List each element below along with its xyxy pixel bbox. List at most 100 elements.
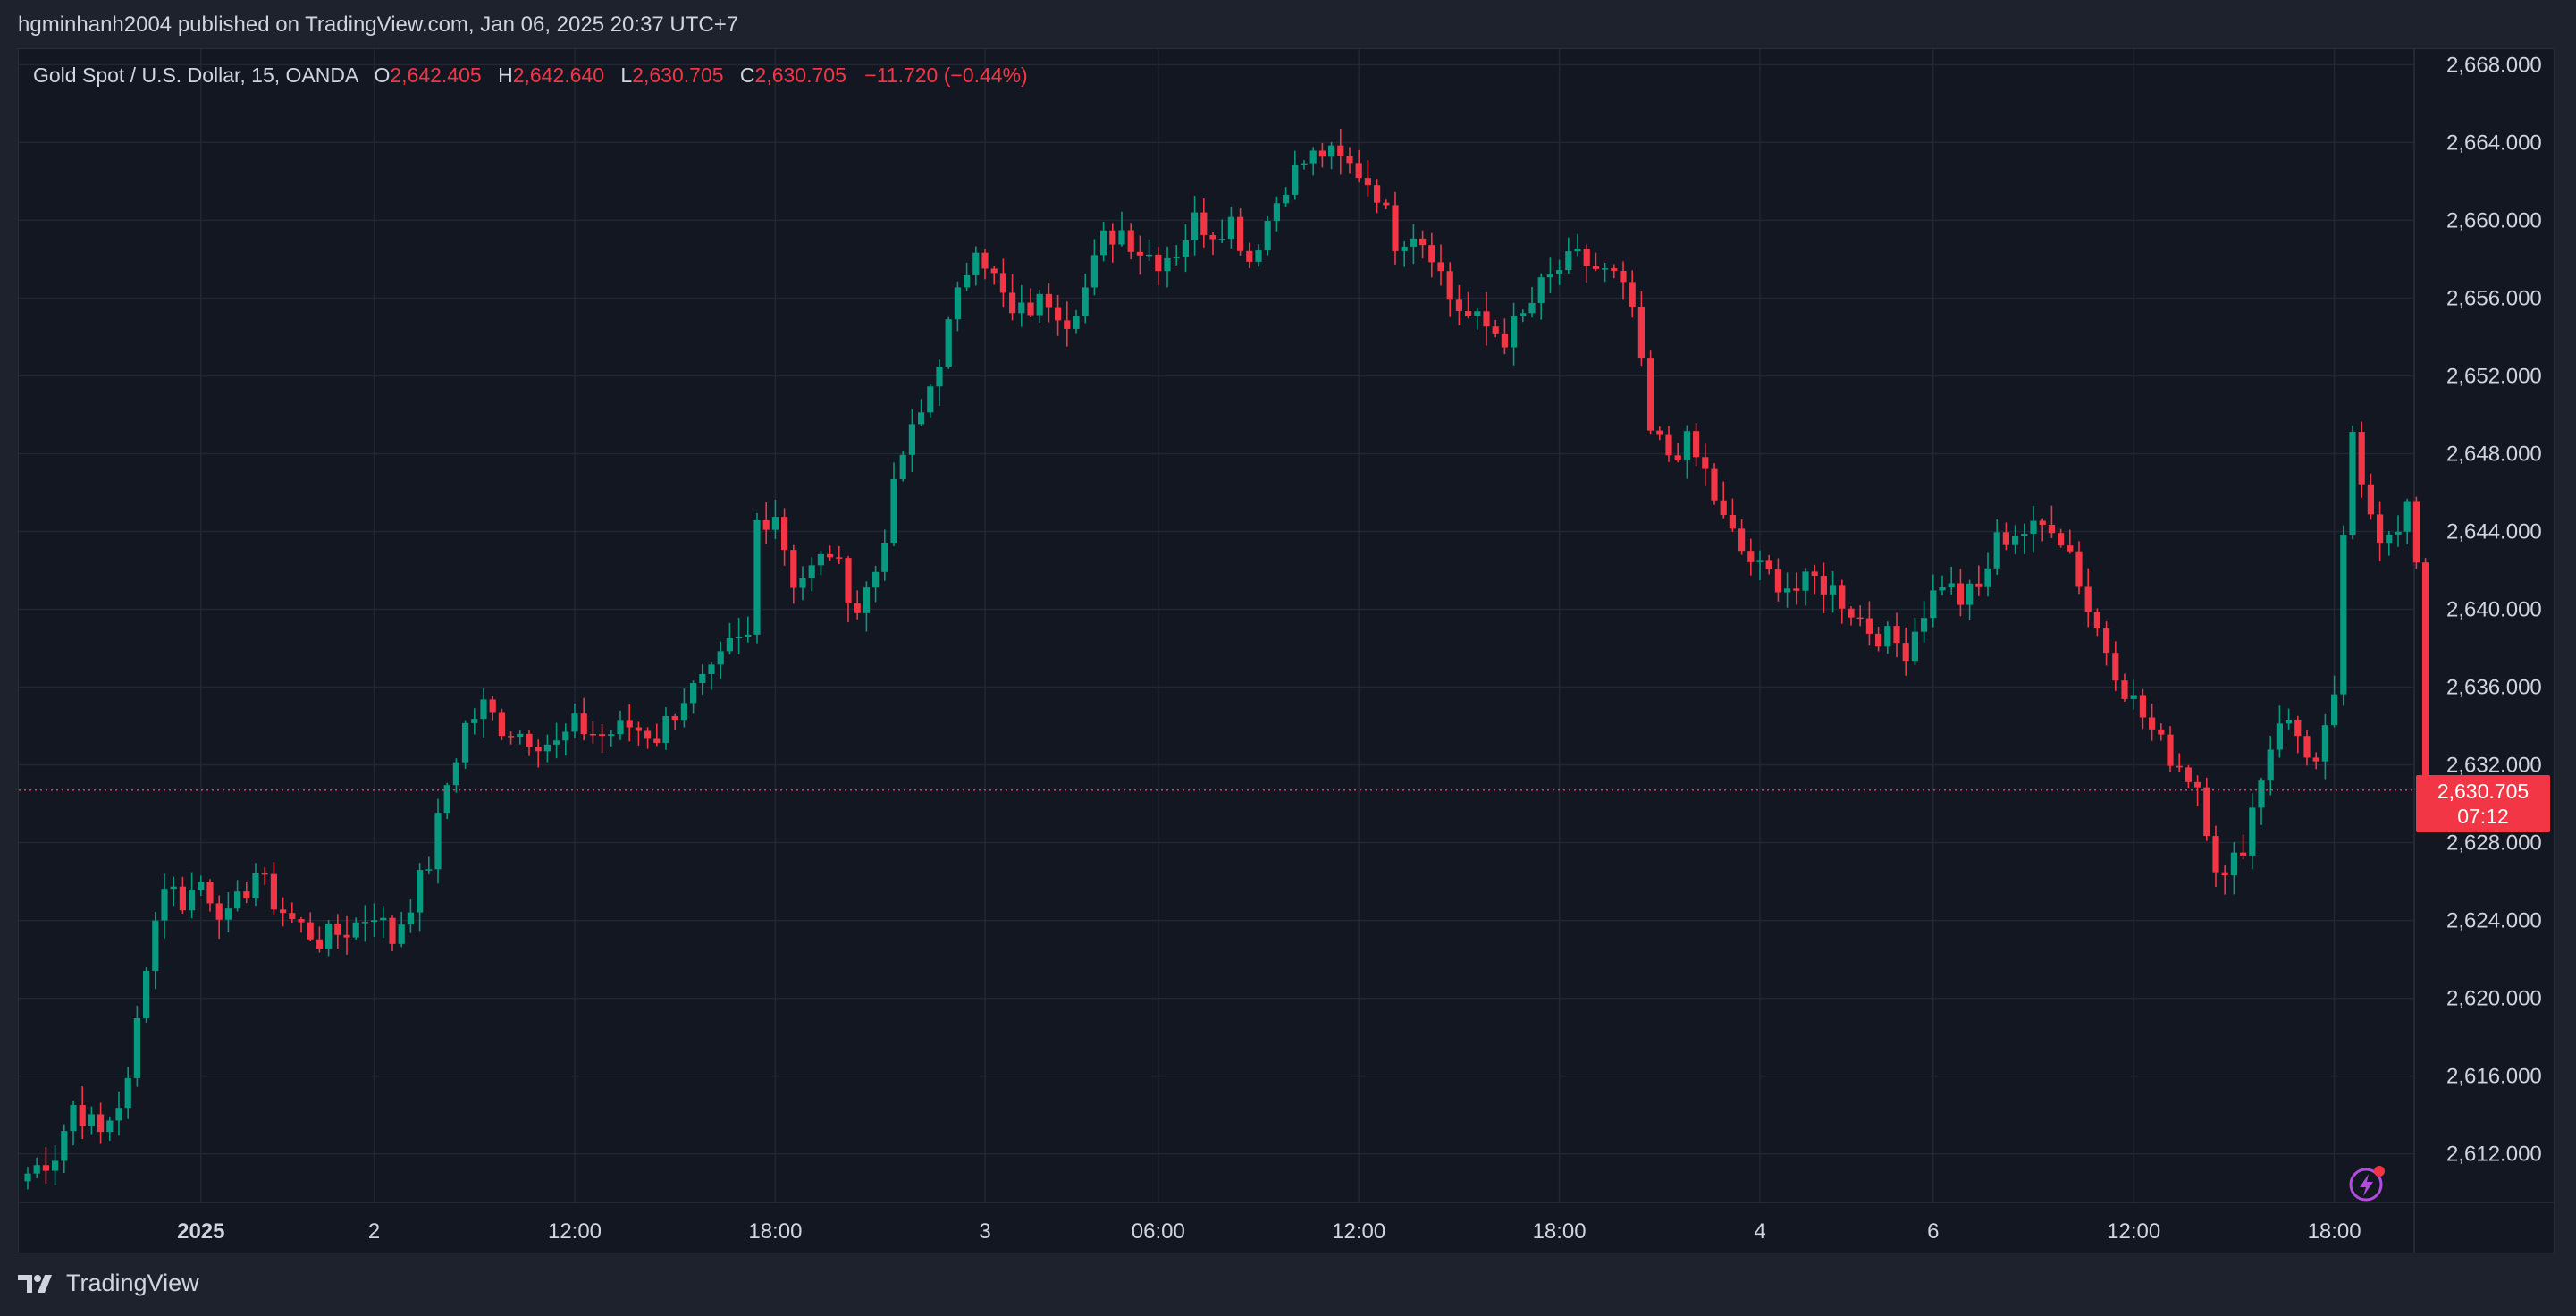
candle-body	[2139, 695, 2146, 718]
x-tick-label: 3	[979, 1219, 990, 1244]
candle-body	[526, 733, 533, 747]
candle-body	[462, 722, 469, 763]
candle-body	[1620, 270, 1627, 283]
candle-body	[1155, 254, 1162, 272]
candle-body	[2395, 531, 2402, 535]
candle-body	[1374, 185, 1381, 203]
x-tick-label: 12:00	[2107, 1219, 2160, 1244]
candle-body	[1136, 251, 1143, 256]
candle-body	[2340, 535, 2347, 695]
candle-body	[863, 587, 870, 613]
candle-body	[133, 1017, 140, 1078]
y-tick-label: 2,640.000	[2446, 598, 2542, 622]
candle-body	[2067, 545, 2074, 552]
candle-body	[1337, 145, 1344, 156]
candle-body	[1392, 205, 1399, 251]
candle-body	[33, 1165, 40, 1174]
candle-body	[2377, 514, 2384, 544]
candlestick-chart[interactable]: 2,668.000 2,664.000 2,660.000 2,656.000 2,65…	[19, 49, 2555, 1253]
candle-body	[562, 731, 569, 741]
candle-body	[489, 699, 496, 713]
candle-body	[2249, 807, 2256, 856]
y-tick-label: 2,620.000	[2446, 987, 2542, 1011]
candle-body	[1045, 293, 1052, 308]
flash-icon[interactable]	[2346, 1161, 2389, 1204]
candle-body	[79, 1105, 86, 1126]
candle-body	[1073, 316, 1080, 329]
candle-body	[699, 673, 706, 684]
candle-body	[2267, 749, 2274, 781]
candle-body	[1665, 434, 1672, 456]
candle-body	[753, 519, 761, 635]
candle-body	[1318, 150, 1326, 157]
candle-body	[1930, 590, 1937, 619]
candle-body	[653, 738, 661, 743]
candle-body	[380, 917, 387, 921]
candle-body	[1383, 202, 1390, 206]
candle-body	[88, 1114, 95, 1126]
candle-body	[1984, 568, 1991, 587]
y-tick-label: 2,628.000	[2446, 831, 2542, 856]
y-tick-label: 2,644.000	[2446, 519, 2542, 544]
candle-body	[2048, 524, 2055, 534]
candle-body	[1227, 216, 1234, 240]
candle-body	[2294, 719, 2302, 737]
symbol-name[interactable]: Gold Spot / U.S. Dollar, 15, OANDA	[33, 63, 358, 87]
candle-body	[771, 517, 779, 530]
candle-body	[24, 1173, 31, 1182]
candle-body	[799, 578, 806, 588]
candle-body	[334, 923, 341, 935]
candle-body	[1483, 311, 1490, 327]
candle-body	[298, 919, 305, 923]
candle-body	[2084, 586, 2092, 612]
y-tick-label: 2,660.000	[2446, 208, 2542, 232]
candle-body	[1401, 246, 1408, 251]
x-tick-label: 18:00	[748, 1219, 802, 1244]
tradingview-branding[interactable]: TradingView	[18, 1270, 199, 1297]
candle-body	[417, 870, 424, 913]
candle-body	[680, 703, 687, 721]
candle-body	[1355, 163, 1362, 179]
candle-body	[1556, 270, 1563, 274]
candle-body	[143, 970, 150, 1018]
candle-body	[1209, 234, 1216, 240]
last-price-value: 2,630.705	[2437, 780, 2530, 803]
candle-body	[1583, 249, 1590, 266]
candle-body	[2221, 872, 2228, 876]
x-tick-label: 2025	[177, 1219, 224, 1244]
candle-body	[2021, 534, 2028, 536]
candle-body	[1465, 311, 1472, 316]
candle-body	[42, 1165, 49, 1171]
candle-body	[224, 908, 232, 920]
candle-body	[1419, 238, 1427, 246]
candle-body	[1957, 583, 1964, 605]
candle-body	[2240, 852, 2247, 856]
candle-body	[1830, 585, 1837, 595]
x-tick-label: 6	[1927, 1219, 1939, 1244]
candle-body	[389, 917, 396, 944]
candle-body	[1301, 163, 1308, 165]
candle-body	[635, 727, 642, 731]
candle-body	[425, 869, 433, 871]
candle-body	[1528, 302, 1536, 314]
candle-body	[1309, 150, 1317, 164]
chart-pane[interactable]: 2,668.000 2,664.000 2,660.000 2,656.000 2,65…	[18, 48, 2555, 1253]
candle-body	[1966, 583, 1974, 605]
candle-body	[736, 637, 743, 639]
candle-body	[270, 873, 277, 910]
y-tick-label: 2,664.000	[2446, 131, 2542, 155]
candle-body	[1948, 583, 1955, 588]
x-tick-label: 06:00	[1132, 1219, 1185, 1244]
candle-body	[1090, 255, 1098, 288]
candle-body	[1939, 587, 1946, 591]
candle-body	[1848, 608, 1855, 618]
candle-body	[170, 886, 177, 890]
candle-body	[762, 519, 770, 530]
candle-body	[589, 733, 596, 736]
candle-body	[1911, 631, 1918, 662]
candle-body	[671, 716, 678, 721]
candle-body	[1693, 431, 1700, 458]
candle-body	[1683, 431, 1690, 460]
candle-body	[1018, 302, 1025, 314]
candle-body	[2422, 562, 2429, 790]
